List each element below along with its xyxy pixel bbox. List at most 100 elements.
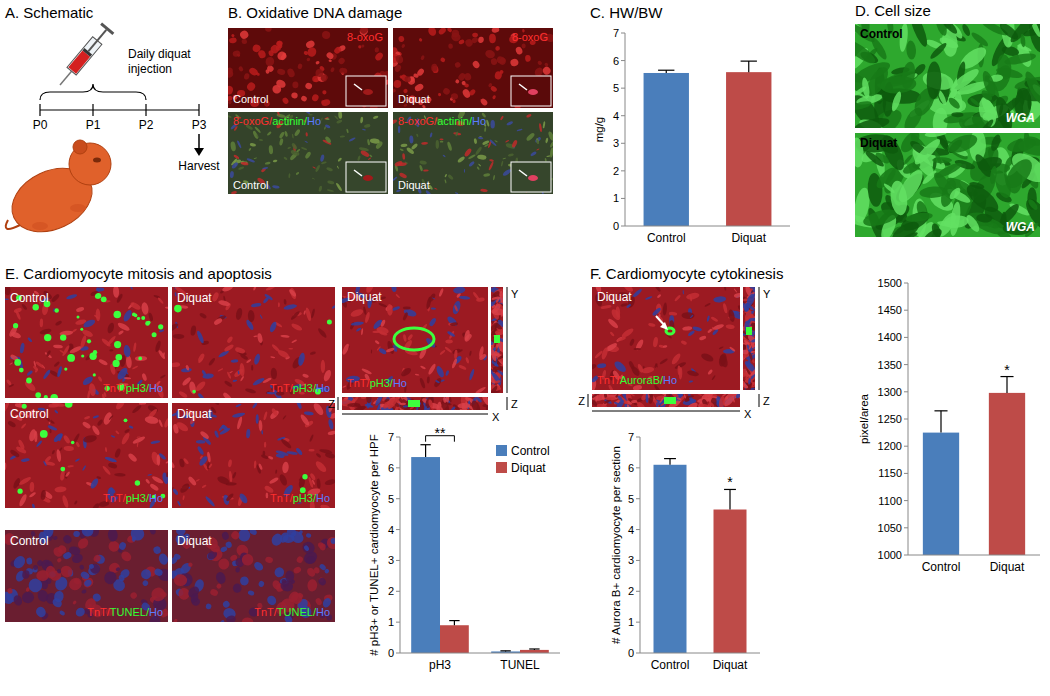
cell xyxy=(319,448,333,454)
cell xyxy=(490,58,497,66)
cell xyxy=(497,353,503,361)
stain-part: Ho xyxy=(472,115,486,127)
cell xyxy=(351,321,364,326)
cell xyxy=(7,588,13,595)
cell xyxy=(17,439,25,450)
stain-label: TnT/pH3/Ho xyxy=(270,492,330,504)
cell xyxy=(261,430,263,435)
cell xyxy=(182,495,185,500)
cell xyxy=(269,477,279,485)
cell xyxy=(83,434,98,444)
cell xyxy=(61,495,69,508)
cell xyxy=(880,75,917,95)
cell xyxy=(142,579,150,587)
positive-nucleus xyxy=(192,390,196,394)
cell xyxy=(264,556,273,564)
cell xyxy=(262,297,269,304)
cell xyxy=(433,377,443,388)
cell xyxy=(617,336,626,342)
cell xyxy=(609,331,615,337)
cell xyxy=(508,153,514,157)
cell xyxy=(491,366,494,370)
cell xyxy=(36,570,50,582)
cell xyxy=(81,329,94,339)
cell xyxy=(327,430,335,436)
cell xyxy=(49,429,51,433)
cell xyxy=(228,100,232,105)
cell xyxy=(32,503,36,508)
cell xyxy=(431,64,438,72)
positive-nucleus xyxy=(116,354,123,361)
cell xyxy=(286,67,296,78)
cell xyxy=(158,419,163,428)
axis-bracket xyxy=(507,287,508,393)
cell xyxy=(444,174,447,178)
cell xyxy=(711,375,716,381)
positive-nucleus xyxy=(394,328,434,350)
micrograph-bg xyxy=(393,112,553,194)
micrograph xyxy=(172,530,335,622)
cell xyxy=(273,566,286,579)
cell xyxy=(40,318,44,327)
stain-part: actinin xyxy=(437,115,469,127)
cell xyxy=(252,403,258,409)
cell xyxy=(213,317,223,326)
cell xyxy=(361,397,366,399)
cell xyxy=(700,352,715,363)
inset xyxy=(511,162,551,192)
cell xyxy=(335,182,342,191)
cell xyxy=(178,390,188,398)
cell xyxy=(530,151,537,157)
cell xyxy=(157,552,168,566)
cell xyxy=(346,128,349,133)
cell xyxy=(73,530,81,537)
cell xyxy=(22,591,35,603)
cell xyxy=(357,155,361,161)
cell xyxy=(489,139,497,147)
cell xyxy=(429,132,433,138)
cell xyxy=(254,126,261,133)
cell xyxy=(539,123,543,132)
cell xyxy=(179,561,193,576)
cell xyxy=(386,347,395,353)
label: P1 xyxy=(86,118,101,132)
cell xyxy=(62,534,73,545)
cell xyxy=(118,330,125,336)
cell xyxy=(179,482,191,495)
micrograph xyxy=(855,24,1040,128)
cell xyxy=(458,364,467,370)
cell xyxy=(74,500,78,505)
cell xyxy=(289,287,298,300)
cell xyxy=(241,39,247,45)
cell xyxy=(39,328,52,336)
cell xyxy=(980,70,998,98)
inset-nucleus xyxy=(363,175,373,181)
cell xyxy=(525,55,531,62)
cell xyxy=(258,580,265,588)
cell xyxy=(501,161,504,167)
micrograph xyxy=(342,397,488,410)
cell xyxy=(491,28,500,34)
positive-nucleus xyxy=(113,360,120,367)
cell xyxy=(238,492,249,505)
cell xyxy=(318,185,323,192)
cell xyxy=(380,319,386,327)
cell xyxy=(395,294,400,299)
cell xyxy=(235,403,242,408)
cell xyxy=(542,121,545,128)
cell xyxy=(337,57,346,66)
cell xyxy=(226,336,233,344)
cell xyxy=(265,287,277,292)
cell xyxy=(300,539,317,555)
cell xyxy=(11,554,27,571)
micrograph xyxy=(393,112,553,194)
label: Control xyxy=(10,407,49,421)
micrograph xyxy=(5,287,168,398)
cell xyxy=(246,158,255,164)
stain-part: Ho xyxy=(316,382,330,394)
cell xyxy=(270,532,284,547)
cell xyxy=(7,420,17,428)
cell xyxy=(240,552,256,568)
cell xyxy=(296,148,300,152)
inset-nucleus xyxy=(363,89,373,95)
